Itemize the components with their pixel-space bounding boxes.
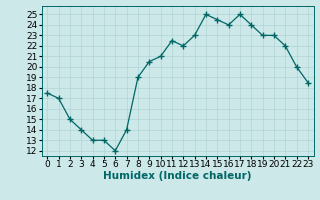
- X-axis label: Humidex (Indice chaleur): Humidex (Indice chaleur): [103, 171, 252, 181]
